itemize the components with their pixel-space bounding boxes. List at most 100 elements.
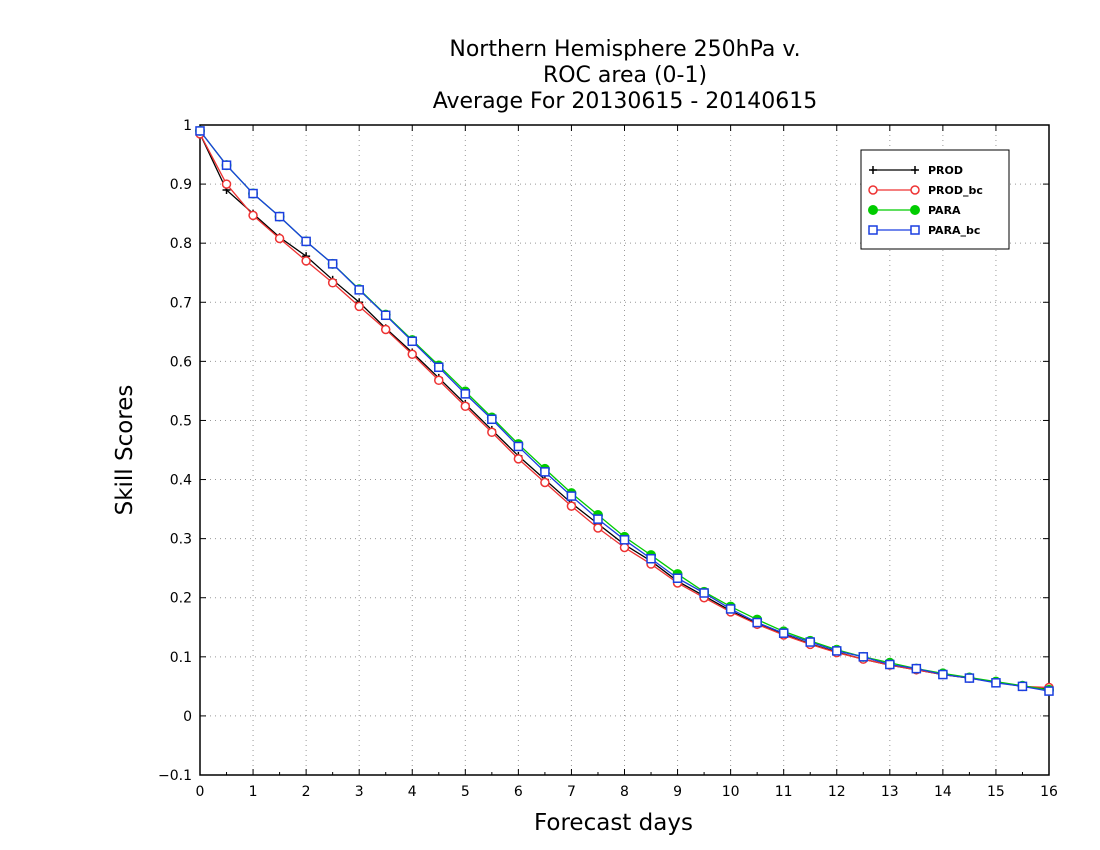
marker-square — [911, 663, 922, 674]
marker-square — [460, 389, 471, 399]
x-tick-label: 7 — [567, 784, 576, 800]
marker-square — [380, 310, 391, 321]
marker-dot — [868, 205, 878, 215]
y-tick-label: 0.2 — [170, 591, 192, 607]
marker-square — [513, 441, 524, 452]
marker-square — [910, 225, 920, 235]
x-tick-label: 13 — [881, 784, 899, 800]
y-tick-label: 0.4 — [170, 473, 192, 489]
chart-title-line-2: ROC area (0-1) — [542, 63, 708, 88]
marker-square — [434, 362, 444, 373]
legend-label: PARA — [928, 204, 961, 217]
marker-circle — [619, 542, 630, 553]
marker-square — [646, 553, 656, 564]
marker-circle — [910, 185, 920, 195]
marker-square — [778, 628, 789, 638]
marker-circle — [221, 179, 232, 189]
x-tick-label: 15 — [987, 784, 1005, 800]
series-group — [195, 125, 1054, 696]
legend-item: PARA — [868, 204, 961, 217]
marker-circle — [593, 523, 603, 533]
chart-title-line-3: Average For 20130615 - 20140615 — [432, 89, 818, 114]
marker-dot — [910, 205, 920, 215]
y-tick-label: 0.7 — [170, 295, 192, 311]
marker-square — [619, 535, 630, 545]
x-tick-label: 5 — [461, 784, 470, 800]
x-tick-label: 11 — [775, 784, 793, 800]
marker-circle — [354, 301, 364, 312]
marker-circle — [487, 427, 497, 438]
legend: PROD PROD_bc PARA PARA_bc — [860, 149, 1010, 250]
x-tick-label: 1 — [249, 784, 258, 800]
x-tick-label: 14 — [934, 784, 952, 800]
marker-square — [885, 659, 895, 670]
y-tick-label: 0.5 — [170, 413, 192, 429]
marker-square — [1044, 686, 1054, 696]
chart-title-line-1: Northern Hemisphere 250hPa v. — [449, 37, 801, 62]
marker-circle — [868, 185, 878, 195]
marker-square — [566, 491, 577, 501]
axes: 0 1 2 3 4 5 6 7 8 9 10 11 12 13 14 15 16−0.100.10.20.30.… — [158, 118, 1058, 800]
x-tick-label: 6 — [514, 784, 523, 800]
marker-square — [725, 604, 736, 614]
marker-square — [354, 285, 364, 295]
x-tick-label: 10 — [722, 784, 740, 800]
marker-square — [752, 617, 762, 628]
marker-circle — [460, 401, 471, 412]
y-tick-label: 0.3 — [170, 532, 192, 548]
marker-circle — [513, 454, 524, 464]
marker-square — [593, 514, 603, 524]
marker-circle — [407, 349, 417, 360]
marker-square — [327, 259, 338, 269]
marker-circle — [248, 210, 258, 221]
x-tick-label: 0 — [196, 784, 205, 800]
y-tick-label: −0.1 — [158, 768, 192, 784]
x-tick-label: 8 — [620, 784, 629, 800]
y-tick-label: 0 — [183, 709, 192, 725]
y-tick-label: 0.9 — [170, 177, 192, 193]
x-tick-label: 3 — [355, 784, 364, 800]
marker-square — [301, 236, 311, 247]
marker-square — [540, 467, 550, 477]
marker-circle — [327, 278, 338, 288]
legend-item: PARA_bc — [868, 224, 980, 237]
marker-square — [858, 652, 869, 662]
marker-circle — [274, 233, 285, 244]
marker-plus — [911, 166, 919, 174]
x-tick-label: 4 — [408, 784, 417, 800]
marker-circle — [566, 501, 577, 511]
legend-item: PROD — [869, 164, 963, 177]
marker-circle — [540, 477, 550, 488]
marker-circle — [434, 375, 444, 386]
marker-square — [699, 588, 709, 598]
marker-square — [248, 188, 258, 199]
marker-square — [407, 336, 417, 347]
series-para-bc — [195, 126, 1054, 696]
y-tick-label: 0.6 — [170, 354, 192, 370]
y-tick-label: 0.1 — [170, 650, 192, 666]
marker-square — [832, 646, 842, 656]
legend-label: PROD — [928, 164, 963, 177]
marker-square — [672, 573, 683, 583]
legend-item: PROD_bc — [868, 184, 983, 197]
marker-square — [964, 673, 975, 683]
marker-square — [195, 126, 205, 136]
marker-square — [805, 637, 815, 647]
marker-square — [938, 669, 948, 680]
marker-circle — [380, 324, 391, 335]
legend-box — [860, 149, 1010, 250]
legend-label: PARA_bc — [928, 224, 980, 237]
x-axis-title: Forecast days — [534, 810, 693, 836]
y-tick-label: 1 — [183, 118, 192, 134]
marker-square — [274, 211, 285, 222]
x-tick-label: 16 — [1040, 784, 1058, 800]
x-tick-label: 9 — [673, 784, 682, 800]
y-tick-label: 0.8 — [170, 236, 192, 252]
x-tick-label: 2 — [302, 784, 311, 800]
marker-square — [991, 678, 1001, 688]
marker-square — [1017, 681, 1028, 692]
x-tick-label: 12 — [828, 784, 846, 800]
marker-square — [487, 414, 497, 425]
legend-label: PROD_bc — [928, 184, 983, 197]
